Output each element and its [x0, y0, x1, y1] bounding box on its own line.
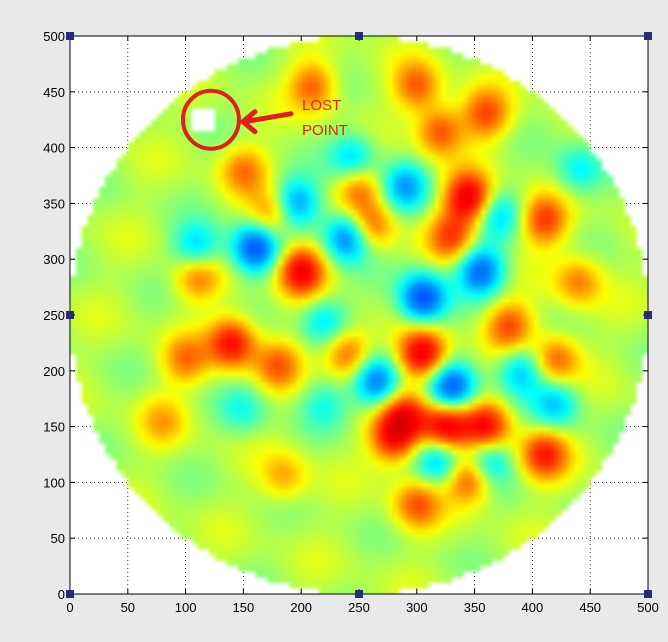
annotation-label-line1: LOST — [302, 97, 341, 114]
x-tick-label: 500 — [637, 600, 659, 615]
y-tick-label: 350 — [43, 196, 65, 211]
x-tick-label: 250 — [348, 600, 370, 615]
x-tick-label: 350 — [464, 600, 486, 615]
y-tick-label: 300 — [43, 252, 65, 267]
y-tick-label: 250 — [43, 308, 65, 323]
boundary-marker — [644, 32, 652, 40]
boundary-marker — [644, 311, 652, 319]
x-tick-label: 0 — [66, 600, 73, 615]
x-tick-label: 200 — [290, 600, 312, 615]
y-tick-label: 500 — [43, 29, 65, 44]
boundary-marker — [355, 32, 363, 40]
x-tick-label: 150 — [233, 600, 255, 615]
boundary-marker — [66, 590, 74, 598]
x-tick-label: 300 — [406, 600, 428, 615]
lost-point-arrow — [242, 111, 294, 125]
y-tick-label: 400 — [43, 141, 65, 156]
x-tick-label: 450 — [579, 600, 601, 615]
boundary-marker — [355, 590, 363, 598]
boundary-marker — [644, 590, 652, 598]
boundary-markers — [66, 32, 652, 598]
x-tick-label: 50 — [121, 600, 135, 615]
y-tick-label: 0 — [58, 587, 65, 602]
lost-point-arrowhead — [240, 109, 258, 135]
boundary-marker — [66, 32, 74, 40]
lost-point-circle — [180, 88, 241, 151]
wavefront-heatmap — [70, 36, 648, 594]
axis-ticks: 0 50 100 150 200 250 300 350 400 450 500 0 50 100 150 2… — [43, 29, 659, 615]
y-tick-label: 100 — [43, 475, 65, 490]
lost-point-annotation: LOST POINT — [180, 88, 348, 151]
y-tick-label: 200 — [43, 364, 65, 379]
boundary-marker — [66, 311, 74, 319]
y-tick-label: 50 — [51, 531, 65, 546]
annotation-label-line2: POINT — [302, 122, 348, 139]
y-tick-label: 450 — [43, 85, 65, 100]
x-tick-label: 100 — [175, 600, 197, 615]
y-tick-label: 150 — [43, 420, 65, 435]
x-tick-label: 400 — [522, 600, 544, 615]
